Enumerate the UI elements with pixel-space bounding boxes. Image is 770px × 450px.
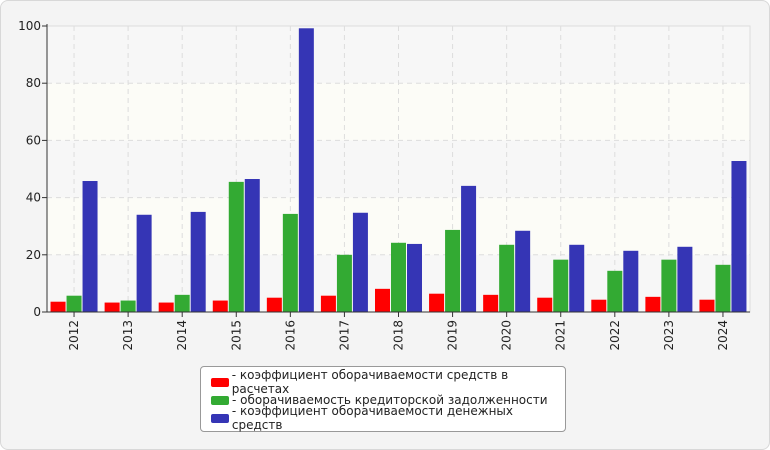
y-tick-label: 80 xyxy=(26,76,41,90)
x-tick-label: 2014 xyxy=(175,320,189,351)
bar-2012-series-1 xyxy=(66,295,82,312)
x-tick-label: 2013 xyxy=(121,320,135,351)
y-tick-label: 0 xyxy=(33,305,41,319)
bar-2017-series-1 xyxy=(336,254,352,312)
bar-2018-series-0 xyxy=(375,288,390,312)
x-tick-label: 2023 xyxy=(662,320,676,351)
x-tick-label: 2017 xyxy=(337,320,351,351)
x-tick-label: 2020 xyxy=(500,320,514,351)
bar-2023-series-0 xyxy=(645,296,661,312)
legend: - коэффициент оборачиваемости средств в … xyxy=(200,366,566,432)
bar-2018-series-1 xyxy=(391,242,406,312)
x-tick-label: 2022 xyxy=(608,320,622,351)
x-tick-label: 2016 xyxy=(283,320,297,351)
legend-swatch-red xyxy=(211,377,229,387)
legend-label: - коэффициент оборачиваемости денежных с… xyxy=(231,404,514,432)
bar-2019-series-2 xyxy=(461,185,477,312)
y-tick-label: 40 xyxy=(26,191,41,205)
x-tick-label: 2015 xyxy=(229,320,243,351)
legend-item-2: - коэффициент оборачиваемости денежных с… xyxy=(211,404,565,432)
bar-2020-series-2 xyxy=(515,230,531,312)
x-tick-label: 2012 xyxy=(67,320,81,351)
bar-2012-series-2 xyxy=(82,181,98,312)
y-tick-label: 20 xyxy=(26,248,41,262)
bar-2024-series-1 xyxy=(715,264,731,312)
bar-2021-series-2 xyxy=(569,244,585,312)
legend-item-0: - коэффициент оборачиваемости средств в … xyxy=(211,368,565,396)
bar-2022-series-0 xyxy=(591,299,607,312)
bar-2017-series-0 xyxy=(320,295,336,312)
y-tick-label: 60 xyxy=(26,133,41,147)
bar-2024-series-2 xyxy=(731,160,747,312)
x-tick-label: 2021 xyxy=(554,320,568,351)
bar-2020-series-1 xyxy=(499,244,515,312)
legend-item-1: - оборачиваемость кредиторской задолженн… xyxy=(211,391,565,409)
bar-2012-series-0 xyxy=(50,301,66,312)
x-tick-label: 2024 xyxy=(716,320,730,351)
bar-2014-series-0 xyxy=(158,302,174,312)
bar-2015-series-2 xyxy=(244,179,260,312)
bar-2015-series-1 xyxy=(228,181,244,312)
x-tick-label: 2018 xyxy=(392,320,406,351)
bar-2018-series-2 xyxy=(407,243,422,312)
bar-2021-series-1 xyxy=(553,259,569,312)
bar-2023-series-1 xyxy=(661,259,677,312)
bar-2016-series-0 xyxy=(266,297,282,312)
x-tick-label: 2019 xyxy=(446,320,460,351)
y-tick-label: 100 xyxy=(18,19,41,33)
legend-swatch-blue xyxy=(211,413,229,423)
bar-2013-series-1 xyxy=(120,300,136,312)
bar-2022-series-2 xyxy=(623,250,639,312)
bar-2020-series-0 xyxy=(483,294,499,312)
bar-2016-series-2 xyxy=(298,28,314,313)
bar-2015-series-0 xyxy=(212,300,228,312)
legend-label: - оборачиваемость кредиторской задолженн… xyxy=(232,393,548,407)
legend-label: - коэффициент оборачиваемости средств в … xyxy=(231,368,509,396)
bar-2014-series-1 xyxy=(174,294,190,312)
bar-2023-series-2 xyxy=(677,246,693,312)
bar-2013-series-2 xyxy=(136,214,152,312)
bar-2014-series-2 xyxy=(190,211,206,312)
bar-2022-series-1 xyxy=(607,270,623,312)
bar-2017-series-2 xyxy=(352,212,368,312)
bar-2019-series-1 xyxy=(445,229,461,312)
bar-2016-series-1 xyxy=(282,213,298,312)
legend-swatch-green xyxy=(211,395,229,405)
bar-2024-series-0 xyxy=(699,299,715,312)
bar-2019-series-0 xyxy=(429,293,445,312)
bar-2013-series-0 xyxy=(104,302,120,312)
bar-2021-series-0 xyxy=(537,297,553,312)
